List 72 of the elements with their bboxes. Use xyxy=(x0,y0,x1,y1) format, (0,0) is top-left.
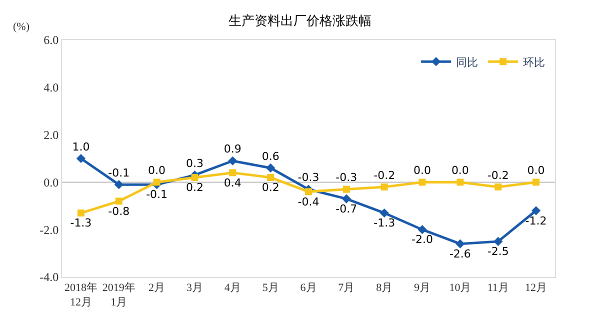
y-tick-label: 2.0 xyxy=(44,128,59,142)
x-tick-label: 2018年 12月 xyxy=(64,282,98,308)
data-label: 0.2 xyxy=(262,181,280,194)
data-label: 0.6 xyxy=(262,150,280,163)
data-label: 0.4 xyxy=(224,176,242,190)
data-label: -1.3 xyxy=(374,216,396,230)
point xyxy=(229,169,236,176)
y-tick-label: 6.0 xyxy=(44,33,59,48)
point xyxy=(114,180,124,190)
point xyxy=(342,186,350,193)
point xyxy=(77,210,84,217)
data-label: -1.3 xyxy=(70,216,92,230)
x-tick-label: 9月 xyxy=(414,282,431,294)
point xyxy=(494,236,503,246)
x-tick-label: 12月 xyxy=(525,282,548,294)
point xyxy=(267,174,274,181)
x-tick-label: 7月 xyxy=(338,282,355,294)
legend-label: 环比 xyxy=(523,56,546,69)
data-label: -1.2 xyxy=(525,214,547,228)
y-tick-label: -2.0 xyxy=(40,222,59,237)
x-tick-label: 2月 xyxy=(148,282,166,294)
data-label: -0.2 xyxy=(487,168,509,182)
x-tick-label: 2019年 1月 xyxy=(102,282,136,308)
data-label: -2.5 xyxy=(487,245,509,258)
point xyxy=(228,156,238,166)
data-label: 0.0 xyxy=(148,164,166,178)
data-label: 0.2 xyxy=(186,181,204,194)
y-axis-title: (%) xyxy=(13,21,30,33)
data-label: 0.0 xyxy=(414,164,432,178)
x-tick-label: 6月 xyxy=(300,282,317,294)
x-tick-label: 11月 xyxy=(487,282,509,294)
data-label: -0.8 xyxy=(108,204,130,218)
data-label: 0.9 xyxy=(224,142,242,156)
point xyxy=(456,239,465,248)
point xyxy=(532,178,540,186)
data-label: -0.1 xyxy=(108,166,130,180)
point xyxy=(380,208,389,218)
data-label: -0.7 xyxy=(336,202,358,216)
y-tick-label: 4.0 xyxy=(44,80,59,95)
data-label: 0.0 xyxy=(527,164,545,178)
point xyxy=(418,225,427,234)
data-label: 1.0 xyxy=(72,140,90,154)
point xyxy=(494,183,502,190)
data-label: 0.3 xyxy=(186,156,204,170)
point xyxy=(305,188,312,196)
data-label: -0.1 xyxy=(146,188,168,202)
data-label: -0.3 xyxy=(298,171,320,184)
data-label: -0.3 xyxy=(336,171,358,184)
y-tick-label: 0.0 xyxy=(44,175,59,190)
data-label: -0.2 xyxy=(374,168,396,182)
point xyxy=(115,198,122,205)
point xyxy=(342,194,351,204)
point xyxy=(191,174,198,181)
point xyxy=(418,178,426,186)
data-label: 0.0 xyxy=(451,164,469,178)
y-tick-label: -4.0 xyxy=(40,270,59,284)
data-label: -2.6 xyxy=(449,247,471,260)
point xyxy=(76,154,86,164)
data-label: -0.4 xyxy=(298,195,320,208)
x-tick-label: 5月 xyxy=(262,282,279,294)
point xyxy=(456,178,464,186)
legend-label: 同比 xyxy=(456,56,478,69)
chart-title: 生产资料出厂价格涨跌幅 xyxy=(228,14,372,30)
x-tick-label: 4月 xyxy=(224,282,241,294)
point xyxy=(266,163,276,173)
x-tick-label: 8月 xyxy=(376,282,393,294)
point xyxy=(153,178,160,186)
point xyxy=(380,183,388,190)
point xyxy=(531,206,541,216)
x-tick-label: 3月 xyxy=(186,282,203,294)
data-label: -2.0 xyxy=(412,233,434,246)
x-tick-label: 10月 xyxy=(449,282,472,294)
